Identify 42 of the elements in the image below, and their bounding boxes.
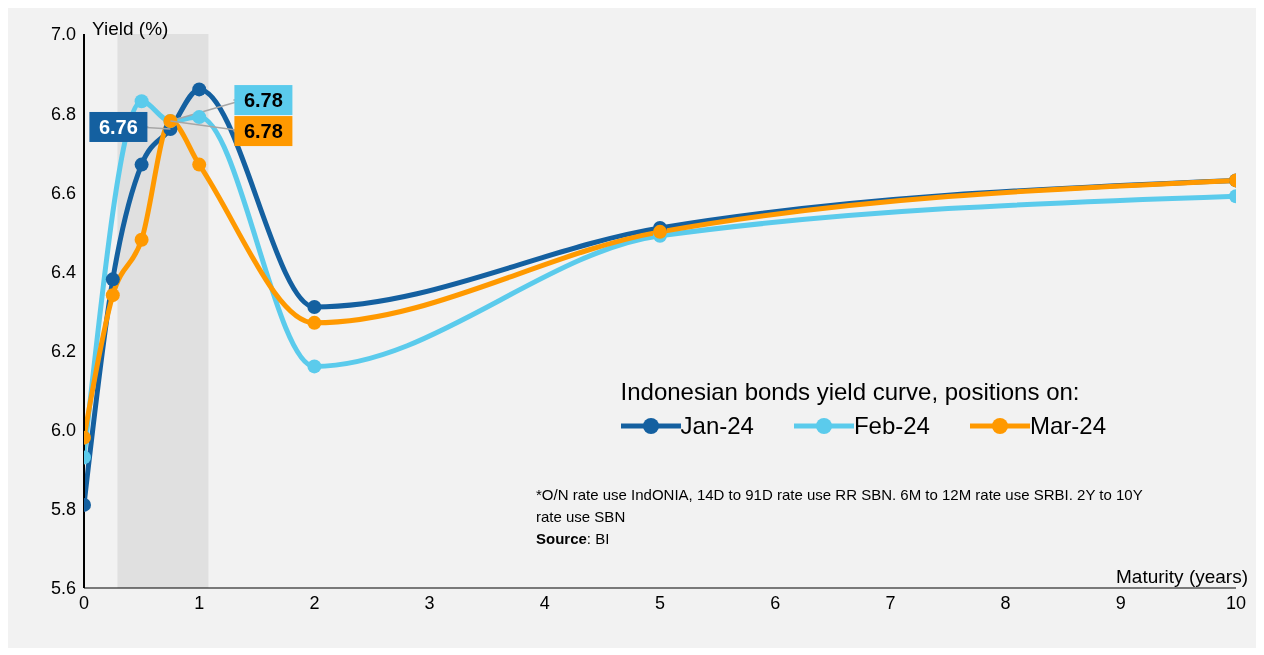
point xyxy=(192,157,207,172)
point xyxy=(192,110,207,125)
point xyxy=(105,288,120,303)
y-tick-label: 6.0 xyxy=(50,420,76,441)
point xyxy=(307,359,322,374)
legend-title: Indonesian bonds yield curve, positions on: xyxy=(620,378,1081,406)
x-tick-label: 2 xyxy=(309,592,320,613)
data-label: 6.78 xyxy=(243,120,283,143)
legend-label: Feb-24 xyxy=(853,412,930,440)
point xyxy=(134,232,149,247)
y-tick-label: 6.6 xyxy=(50,182,76,203)
y-tick-label: 6.4 xyxy=(50,261,76,282)
point xyxy=(307,300,322,315)
data-label: 6.76 xyxy=(98,115,138,138)
legend-label: Mar-24 xyxy=(1029,412,1106,440)
x-tick-label: 9 xyxy=(1115,592,1126,613)
annotation: *O/N rate use IndONIA, 14D to 91D rate use RR SBN. 6M to 12M rate use SRBI. 2Y to 10Y rate use SBN xyxy=(536,485,1144,527)
point xyxy=(307,315,322,330)
x-tick-label: 6 xyxy=(770,592,781,613)
x-tick-label: 3 xyxy=(424,592,435,613)
legend-label: Jan-24 xyxy=(680,412,754,440)
point xyxy=(105,272,120,287)
point xyxy=(192,82,207,97)
x-tick-label: 5 xyxy=(654,592,666,613)
point xyxy=(653,224,667,239)
data-label: 6.78 xyxy=(243,89,283,112)
y-tick-label: 6.8 xyxy=(50,103,76,124)
y-tick-label: 5.8 xyxy=(50,499,76,520)
x-tick-label: 10 xyxy=(1225,592,1247,613)
x-tick-label: 4 xyxy=(539,592,550,613)
y-tick-label: 7.0 xyxy=(50,24,76,45)
y-tick-label: 5.6 xyxy=(50,578,76,599)
point xyxy=(134,94,149,109)
x-tick-label: 7 xyxy=(885,592,896,613)
point xyxy=(134,157,149,172)
y-axis-title: Yield (%) xyxy=(92,18,169,40)
x-tick-label: 0 xyxy=(78,592,90,613)
x-tick-label: 8 xyxy=(1000,592,1011,613)
y-tick-label: 6.2 xyxy=(50,340,76,361)
x-axis-title: Maturity (years) xyxy=(1116,566,1248,588)
x-tick-label: 1 xyxy=(194,592,205,613)
annotation: Source: BI xyxy=(536,529,611,549)
